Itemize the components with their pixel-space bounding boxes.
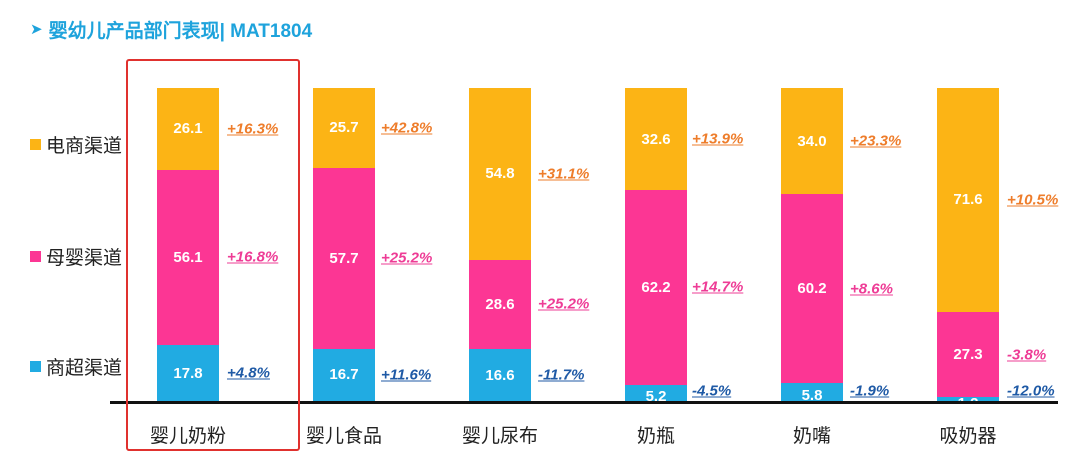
category-label: 婴儿尿布	[461, 426, 538, 447]
bar-segment-ecommerce: 54.8	[469, 88, 531, 260]
triangle-right-icon: ➤	[30, 21, 43, 38]
growth-label-supermarket: -12.0%	[1007, 382, 1055, 400]
category-label: 婴儿奶粉	[149, 426, 226, 447]
category-label: 婴儿食品	[305, 426, 382, 447]
growth-label-maternal: +25.2%	[538, 295, 590, 313]
growth-label-maternal: +14.7%	[692, 278, 744, 296]
bar-segment-maternal: 27.3	[937, 311, 999, 398]
data-label: 5.8	[801, 387, 823, 405]
legend-item-maternal: 母婴渠道	[30, 243, 122, 270]
data-label: 27.3	[953, 346, 983, 363]
data-label: 62.2	[641, 278, 671, 296]
bar-segment-supermarket: 16.7	[313, 348, 375, 401]
bar-segment-ecommerce: 34.0	[781, 88, 843, 195]
chart-title: 婴幼儿产品部门表现| MAT1804	[48, 20, 313, 42]
growth-label-maternal: +16.8%	[227, 248, 279, 266]
legend-label-maternal: 母婴渠道	[46, 248, 123, 269]
legend-item-supermarket: 商超渠道	[30, 353, 122, 380]
legend-item-ecommerce: 电商渠道	[30, 131, 122, 158]
growth-label-ecommerce: +31.1%	[538, 165, 590, 183]
bar-segment-maternal: 60.2	[781, 194, 843, 383]
growth-label-ecommerce: +16.3%	[227, 120, 279, 138]
chart-header: ➤ 婴幼儿产品部门表现| MAT1804	[30, 14, 312, 44]
data-label: 32.6	[641, 130, 671, 148]
x-axis-baseline	[110, 401, 1058, 404]
bar-segment-supermarket: 5.8	[781, 382, 843, 405]
bar-segment-supermarket: 16.6	[469, 349, 531, 401]
data-label: 26.1	[173, 120, 203, 138]
growth-label-supermarket: -1.9%	[850, 382, 890, 400]
growth-label-supermarket: +11.6%	[381, 366, 432, 384]
growth-label-supermarket: -11.7%	[538, 366, 585, 384]
data-label: 25.7	[329, 119, 359, 137]
bar-segment-maternal: 28.6	[469, 259, 531, 350]
legend-label-ecommerce: 电商渠道	[46, 136, 123, 157]
bar-segment-maternal: 57.7	[313, 168, 375, 349]
category-label: 吸奶器	[939, 426, 997, 447]
bar-segment-supermarket: 17.8	[157, 345, 219, 401]
data-label: 60.2	[797, 280, 827, 298]
bar-segment-ecommerce: 71.6	[937, 87, 999, 312]
data-label: 17.8	[173, 364, 203, 382]
bar-segment-ecommerce: 32.6	[625, 88, 687, 191]
bar-segment-ecommerce: 25.7	[313, 87, 375, 169]
bar-segment-maternal: 56.1	[157, 169, 219, 346]
legend-swatch-supermarket	[30, 361, 41, 372]
growth-label-maternal: +8.6%	[850, 280, 893, 298]
growth-label-maternal: +25.2%	[381, 249, 433, 267]
growth-label-ecommerce: +42.8%	[381, 119, 433, 137]
data-label: 28.6	[485, 295, 515, 313]
bar-segment-maternal: 62.2	[625, 190, 687, 385]
data-label: 57.7	[329, 249, 359, 267]
legend-swatch-maternal	[30, 251, 41, 262]
category-label: 奶嘴	[792, 426, 831, 447]
category-label: 奶瓶	[636, 426, 675, 447]
growth-label-ecommerce: +23.3%	[850, 132, 902, 150]
bar-segment-supermarket: 5.2	[625, 384, 687, 405]
data-label: 16.6	[485, 366, 515, 384]
bar-segment-ecommerce: 26.1	[157, 88, 219, 170]
growth-label-maternal: -3.8%	[1007, 346, 1047, 364]
legend-swatch-ecommerce	[30, 139, 41, 150]
legend-label-supermarket: 商超渠道	[46, 358, 123, 379]
data-label: 34.0	[797, 132, 827, 150]
data-label: 71.6	[953, 191, 983, 209]
growth-label-supermarket: +4.8%	[227, 364, 270, 382]
data-label: 16.7	[329, 366, 359, 384]
highlight-box	[126, 59, 300, 451]
growth-label-supermarket: -4.5%	[692, 382, 732, 400]
data-label: 56.1	[173, 248, 203, 266]
growth-label-ecommerce: +10.5%	[1007, 191, 1059, 209]
data-label: 54.8	[485, 165, 515, 183]
growth-label-ecommerce: +13.9%	[692, 130, 744, 148]
